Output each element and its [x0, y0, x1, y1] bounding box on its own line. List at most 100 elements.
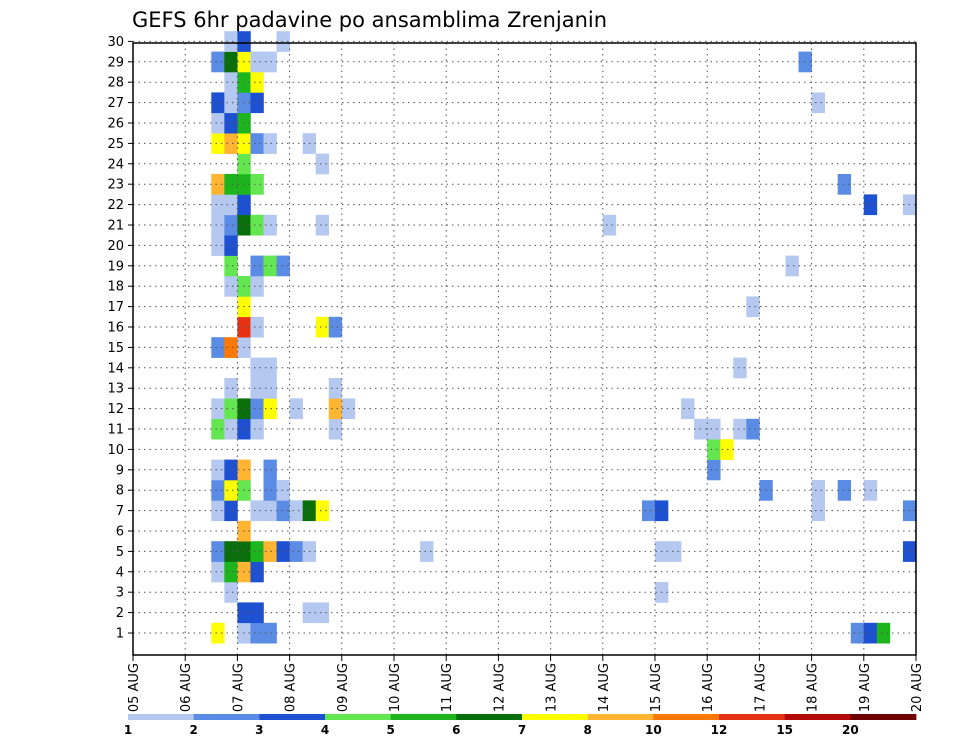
colorbar-swatch — [193, 714, 260, 720]
heatmap-cell — [263, 459, 277, 481]
heatmap-cell — [211, 235, 225, 256]
heatmap-cell — [328, 378, 343, 399]
colorbar-tick-label: 20 — [842, 723, 859, 737]
heatmap-cell — [224, 133, 238, 154]
y-tick-label: 25 — [107, 137, 124, 152]
heatmap-cell — [263, 214, 277, 236]
heatmap-cell — [250, 357, 264, 379]
heatmap-cell — [211, 418, 225, 440]
x-tick-label: 06 AUG — [179, 663, 194, 712]
dotted-grid — [133, 40, 916, 655]
heatmap-cell — [707, 439, 721, 460]
heatmap-cell — [250, 622, 264, 644]
heatmap-cell — [224, 194, 238, 216]
heatmap-cell — [224, 31, 238, 52]
heatmap-cell — [263, 255, 277, 277]
heatmap-cell — [250, 72, 264, 93]
heatmap-cell — [811, 480, 825, 501]
y-tick-label: 30 — [107, 35, 124, 50]
colorbar-tick-label: 15 — [776, 723, 793, 737]
heatmap-cell — [250, 214, 264, 236]
x-tick-label: 08 AUG — [284, 663, 299, 712]
heatmap-cell — [224, 480, 238, 501]
heatmap-cell — [224, 378, 238, 399]
colorbar-swatch — [587, 714, 654, 720]
heatmap-cell — [211, 500, 225, 522]
y-tick-label: 29 — [107, 55, 124, 70]
heatmap-cell — [224, 72, 238, 93]
x-tick-label: 16 AUG — [701, 663, 716, 712]
heatmap-cell — [250, 398, 264, 420]
colorbar-tick-label: 3 — [255, 723, 263, 737]
heatmap-cell — [420, 541, 434, 562]
colorbar-tick-label: 8 — [583, 723, 591, 737]
x-tick-label: 15 AUG — [649, 663, 664, 712]
heatmap-cell — [785, 255, 799, 277]
heatmap-cell — [641, 500, 656, 522]
heatmap-cell — [602, 214, 617, 236]
heatmap-cell — [224, 174, 238, 195]
y-tick-label: 15 — [107, 341, 124, 356]
y-tick-label: 26 — [107, 117, 124, 132]
x-tick-label: 11 AUG — [440, 663, 455, 712]
heatmap-cell — [315, 214, 330, 236]
heatmap-cell — [250, 561, 264, 583]
heatmap-cell — [250, 174, 264, 195]
y-tick-label: 9 — [116, 463, 124, 478]
colorbar-swatch — [325, 714, 392, 720]
heatmap-cell — [837, 480, 852, 501]
heatmap-cell — [224, 398, 238, 420]
y-tick-label: 8 — [116, 484, 124, 499]
heatmap-cell — [328, 418, 343, 440]
colorbar-tick-label: 6 — [452, 723, 460, 737]
heatmap-cell — [263, 398, 277, 420]
colorbar-swatch — [522, 714, 589, 720]
x-tick-label: 10 AUG — [388, 663, 403, 712]
chart-title: GEFS 6hr padavine po ansamblima Zrenjani… — [132, 8, 607, 32]
colorbar-tick-label: 7 — [518, 723, 526, 737]
heatmap-cell — [211, 194, 225, 216]
heatmap-cell — [250, 418, 264, 440]
colorbar-swatch — [259, 714, 326, 720]
colorbar-swatch — [719, 714, 786, 720]
heatmap-cell — [276, 541, 290, 562]
heatmap-cell — [315, 153, 330, 175]
heatmap-cell — [211, 51, 225, 73]
x-tick-label: 19 AUG — [858, 663, 873, 712]
colorbar-swatch — [784, 714, 851, 720]
heatmap-cell — [211, 112, 225, 134]
x-tick-label: 09 AUG — [336, 663, 351, 712]
heatmap-cell — [276, 31, 290, 52]
heatmap-cell — [263, 133, 277, 154]
colorbar-tick-label: 1 — [124, 723, 132, 737]
x-tick-label: 18 AUG — [806, 663, 821, 712]
y-tick-label: 17 — [107, 300, 124, 315]
colorbar-tick-label: 4 — [321, 723, 329, 737]
heatmap-cell — [211, 337, 225, 358]
y-tick-label: 6 — [116, 525, 124, 540]
y-tick-label: 3 — [116, 586, 124, 601]
y-tick-label: 19 — [107, 259, 124, 274]
heatmap-cell — [211, 541, 225, 562]
heatmap-cell — [250, 541, 264, 562]
colorbar-swatch — [653, 714, 720, 720]
heatmap-cell — [211, 398, 225, 420]
heatmap-cell — [250, 92, 264, 114]
y-tick-label: 27 — [107, 96, 124, 111]
x-tick-label: 14 AUG — [597, 663, 612, 712]
heatmap-cell — [850, 622, 865, 644]
heatmap-cell — [733, 418, 747, 440]
heatmap-cell — [211, 133, 225, 154]
y-tick-label: 28 — [107, 76, 124, 91]
heatmap-cell — [328, 398, 343, 420]
heatmap-cell — [250, 378, 264, 399]
x-tick-label: 05 AUG — [127, 663, 142, 712]
colorbar-legend: 1 2 3 4 5 6 7 8 10 12 15 20 — [124, 714, 917, 737]
heatmap-cell — [263, 378, 277, 399]
heatmap-cell — [224, 276, 238, 297]
heatmap-cell — [211, 480, 225, 501]
y-tick-label: 7 — [116, 504, 124, 519]
heatmap-cell — [668, 541, 682, 562]
heatmap-cell — [276, 480, 290, 501]
heatmap-cell — [289, 541, 303, 562]
